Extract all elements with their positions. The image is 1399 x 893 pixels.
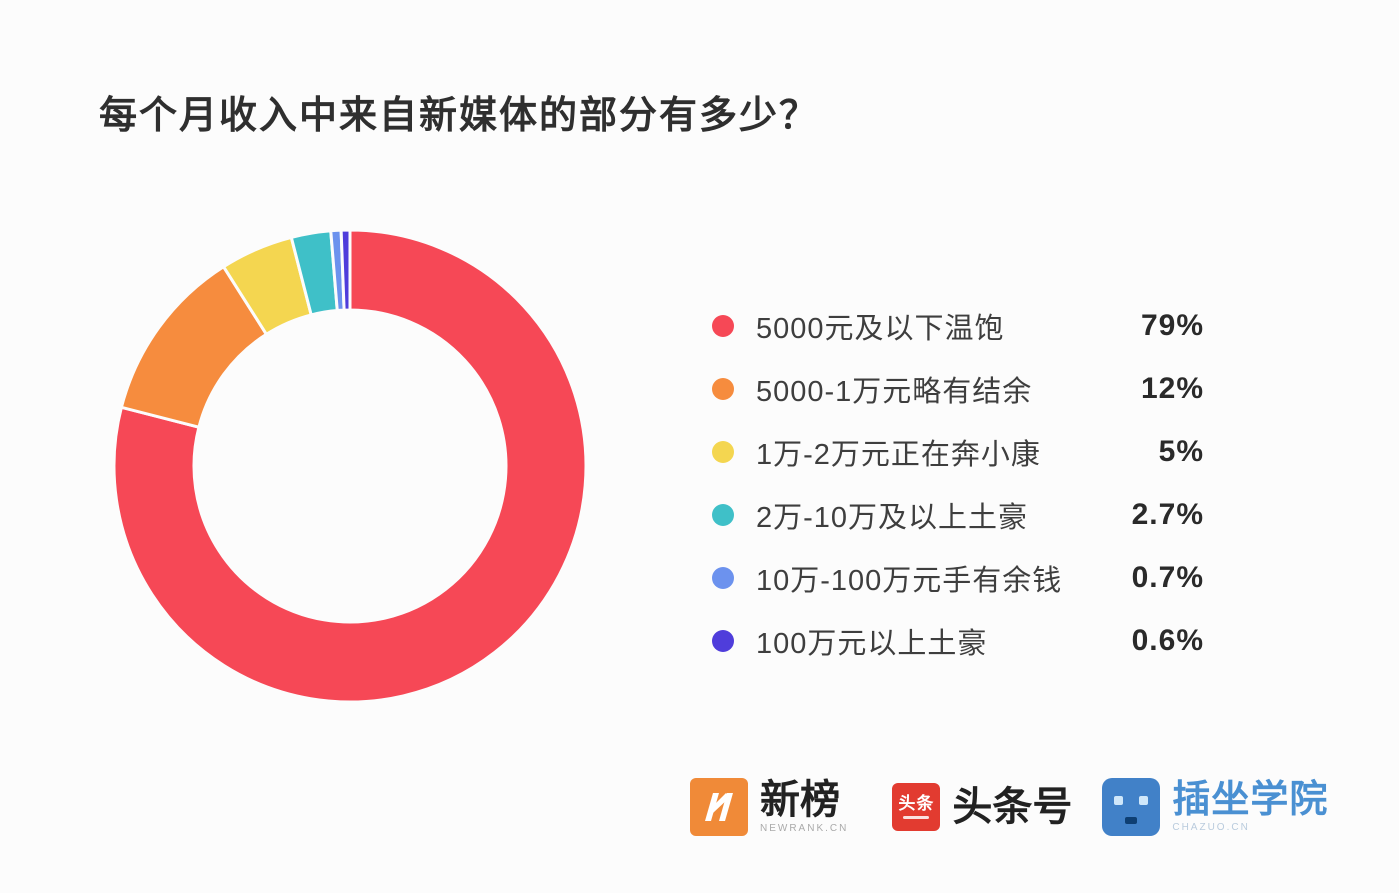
legend-color-dot [712,629,734,652]
legend-label: 100万元以上土豪 [756,627,988,660]
legend-item: 5000元及以下温饱 79% [710,294,1204,357]
legend-label: 5000-1万元略有结余 [756,375,1033,408]
toutiao-badge-text: 头条 [898,794,935,813]
chazuo-name: 插坐学院 [1172,779,1329,821]
newrank-name: 新榜 [760,778,840,822]
legend-percent: 12% [1140,371,1204,405]
donut-slice-5 [339,228,352,312]
legend-label: 1万-2万元正在奔小康 [756,438,1041,471]
legend-percent: 0.7% [1131,560,1204,594]
chazuo-eye-icon [1114,796,1124,805]
legend-item: 100万元以上土豪 0.6% [710,609,1204,672]
chazuo-eye-icon [1139,796,1149,805]
chazuo-face-icon [1102,778,1161,836]
legend-color-dot [712,377,734,400]
newrank-domain: NEWRANK.CN [760,823,849,834]
legend-percent: 2.7% [1131,497,1204,531]
legend-item: 10万-100万元手有余钱 0.7% [710,546,1204,609]
legend-label: 10万-100万元手有余钱 [756,564,1063,597]
legend-percent: 5% [1158,434,1204,468]
toutiao-badge-bar [903,816,930,819]
legend-percent: 79% [1140,308,1204,342]
toutiao-name: 头条号 [952,785,1073,829]
footer-logos: 新榜 NEWRANK.CN 头条 头条号 插坐学院 CHAZUO.CN [690,778,1328,836]
legend-color-dot [712,314,734,337]
chazuo-domain: CHAZUO.CN [1172,822,1250,833]
donut-slice-0 [112,228,588,704]
legend-color-dot [712,503,734,526]
legend-item: 1万-2万元正在奔小康 5% [710,420,1204,483]
legend-label: 2万-10万及以上土豪 [756,501,1029,534]
legend: 5000元及以下温饱 79% 5000-1万元略有结余 12% 1万-2万元正在… [710,294,1204,672]
newrank-logo: 新榜 NEWRANK.CN [690,778,848,836]
legend-item: 2万-10万及以上土豪 2.7% [710,483,1204,546]
legend-item: 5000-1万元略有结余 12% [710,357,1204,420]
toutiao-logo: 头条 头条号 [892,783,1072,831]
legend-color-dot [712,440,734,463]
newrank-n-icon [690,778,748,836]
chazuo-mouth-icon [1125,817,1138,824]
toutiao-square-icon: 头条 [892,783,941,831]
legend-percent: 0.6% [1131,623,1204,657]
legend-color-dot [712,566,734,589]
legend-label: 5000元及以下温饱 [756,312,1005,345]
page-title: 每个月收入中来自新媒体的部分有多少？ [99,95,820,137]
chazuo-logo: 插坐学院 CHAZUO.CN [1102,778,1328,836]
